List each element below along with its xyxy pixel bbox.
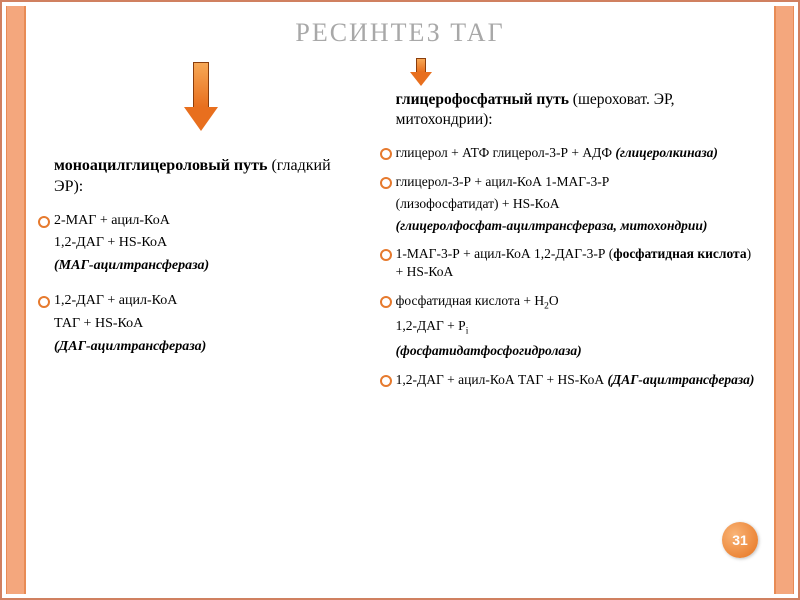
- right-step-5: 1,2-ДАГ + ацил-КоА ТАГ + HS-КоА (ДАГ-аци…: [380, 371, 762, 389]
- right-step5-text: 1,2-ДАГ + ацил-КоА ТАГ + HS-КоА: [396, 372, 608, 387]
- left-step2-products: ТАГ + HS-КоА: [38, 315, 364, 334]
- columns: моноацилглицероловый путь (гладкий ЭР): …: [30, 56, 770, 399]
- right-step4-enzyme: (фосфатидатфосфогидролаза): [380, 342, 762, 360]
- right-step5-enzyme: (ДАГ-ацилтрансфераза): [608, 372, 755, 387]
- bullet-list: 1-МАГ-3-Р + ацил-КоА 1,2-ДАГ-3-Р (фосфат…: [380, 245, 762, 281]
- right-step4-reaction: фосфатидная кислота + H2O: [380, 292, 762, 313]
- bullet-list: 1,2-ДАГ + ацил-КоА ТАГ + HS-КоА (ДАГ-аци…: [380, 371, 762, 389]
- right-step2-enzyme: (глицеролфосфат-ацилтрансфераза, митохон…: [380, 217, 762, 235]
- page-number-badge: 31: [722, 522, 758, 558]
- right-pathway-heading: глицерофосфатный путь (шероховат. ЭР, ми…: [380, 90, 762, 130]
- right-step3-reaction: 1-МАГ-3-Р + ацил-КоА 1,2-ДАГ-3-Р (фосфат…: [380, 245, 762, 281]
- decor-band-left: [6, 6, 26, 594]
- bullet-list: глицерол-3-Р + ацил-КоА 1-МАГ-3-Р: [380, 173, 762, 191]
- left-pathway-heading: моноацилглицероловый путь (гладкий ЭР):: [38, 156, 364, 198]
- left-step2-enzyme: (ДАГ-ацилтрансфераза): [38, 338, 364, 357]
- left-step1-enzyme: (МАГ-ацилтрансфераза): [38, 257, 364, 276]
- left-step1-products: 1,2-ДАГ + HS-КоА: [38, 234, 364, 253]
- decor-band-right: [774, 6, 794, 594]
- bullet-list: 2-МАГ + ацил-КоА: [38, 212, 364, 231]
- right-step4-products: 1,2-ДАГ + Pi: [380, 317, 762, 338]
- down-arrow-icon: [184, 62, 218, 132]
- left-heading-bold: моноацилглицероловый путь: [54, 157, 267, 174]
- right-column: глицерофосфатный путь (шероховат. ЭР, ми…: [380, 56, 762, 399]
- right-step1-reaction: глицерол + АТФ глицерол-3-Р + АДФ (глице…: [380, 144, 762, 162]
- arrow-large-box: [38, 56, 364, 156]
- right-step1-text: глицерол + АТФ глицерол-3-Р + АДФ: [396, 145, 616, 160]
- down-arrow-small-icon: [410, 58, 432, 88]
- left-step1-reaction: 2-МАГ + ацил-КоА: [38, 212, 364, 231]
- right-heading-bold: глицерофосфатный путь: [396, 91, 569, 108]
- right-step-4: фосфатидная кислота + H2O 1,2-ДАГ + Pi (…: [380, 292, 762, 361]
- bullet-list: фосфатидная кислота + H2O: [380, 292, 762, 313]
- right-step3-pre: 1-МАГ-3-Р + ацил-КоА 1,2-ДАГ-3-Р (: [396, 246, 614, 261]
- right-step2-products: (лизофосфатидат) + HS-КоА: [380, 195, 762, 213]
- slide-content: РЕСИНТЕЗ ТАГ моноацилглицероловый путь (…: [30, 8, 770, 592]
- left-column: моноацилглицероловый путь (гладкий ЭР): …: [38, 56, 364, 399]
- left-step-1: 2-МАГ + ацил-КоА 1,2-ДАГ + HS-КоА (МАГ-а…: [38, 212, 364, 277]
- right-step5-reaction: 1,2-ДАГ + ацил-КоА ТАГ + HS-КоА (ДАГ-аци…: [380, 371, 762, 389]
- right-step-2: глицерол-3-Р + ацил-КоА 1-МАГ-3-Р (лизоф…: [380, 173, 762, 236]
- right-step-1: глицерол + АТФ глицерол-3-Р + АДФ (глице…: [380, 144, 762, 162]
- left-step2-reaction: 1,2-ДАГ + ацил-КоА: [38, 292, 364, 311]
- bullet-list: 1,2-ДАГ + ацил-КоА: [38, 292, 364, 311]
- right-step-3: 1-МАГ-3-Р + ацил-КоА 1,2-ДАГ-3-Р (фосфат…: [380, 245, 762, 281]
- slide-title: РЕСИНТЕЗ ТАГ: [30, 18, 770, 48]
- arrow-small-box: [380, 56, 762, 90]
- bullet-list: глицерол + АТФ глицерол-3-Р + АДФ (глице…: [380, 144, 762, 162]
- right-step2-reaction: глицерол-3-Р + ацил-КоА 1-МАГ-3-Р: [380, 173, 762, 191]
- right-step1-enzyme: (глицеролкиназа): [615, 145, 717, 160]
- left-step-2: 1,2-ДАГ + ацил-КоА ТАГ + HS-КоА (ДАГ-аци…: [38, 292, 364, 357]
- right-step3-bold: фосфатидная кислота: [613, 246, 746, 261]
